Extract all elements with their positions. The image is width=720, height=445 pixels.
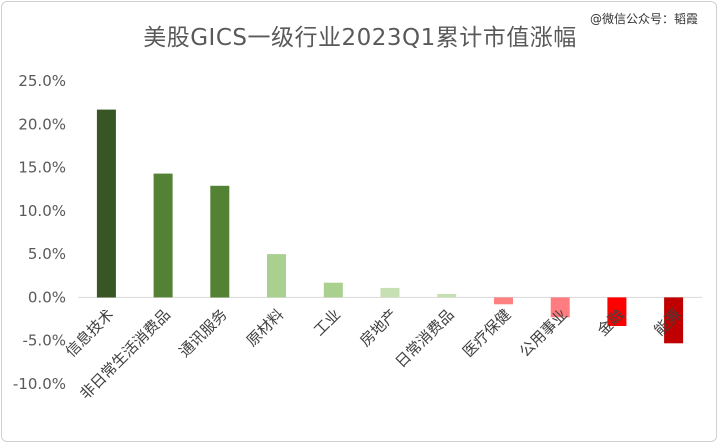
category-label: 公用事业	[516, 306, 571, 361]
bar-3	[210, 185, 230, 298]
category-label: 医疗保健	[459, 306, 514, 361]
y-tick-label: 5.0%	[28, 245, 66, 263]
category-label: 信息技术	[62, 306, 117, 361]
bar-7	[437, 294, 457, 298]
y-axis-ticks: 25.0% 20.0% 15.0% 10.0% 5.0% 0.0% -5.0% -10.0%	[13, 72, 66, 393]
bar-10	[607, 297, 627, 326]
y-tick-label: -5.0%	[22, 332, 66, 350]
category-label: 工业	[310, 306, 344, 340]
category-label: 房地产	[356, 306, 401, 351]
chart-title: 美股GICS一级行业2023Q1累计市值涨幅	[143, 25, 577, 51]
watermark-text: @微信公众号：韬霞	[590, 12, 699, 26]
bar-11	[664, 297, 684, 344]
y-tick-label: 0.0%	[28, 288, 66, 306]
category-labels: 信息技术非日常生活消费品 通讯服务 原材料 工业 房地产日常消费品 医疗保健 公用事业 金融能…	[62, 306, 684, 404]
category-label: 通讯服务	[175, 306, 230, 361]
y-tick-label: 15.0%	[18, 159, 66, 177]
category-label: 原材料	[243, 306, 288, 351]
bar-8	[494, 297, 513, 305]
bar-1	[96, 109, 116, 298]
bar-4	[267, 254, 286, 298]
bar-9	[550, 297, 570, 318]
y-tick-label: 10.0%	[18, 202, 66, 220]
bar-5	[323, 282, 343, 298]
category-label: 日常消费品	[392, 306, 458, 372]
y-tick-label: -10.0%	[13, 375, 66, 393]
y-tick-label: 20.0%	[18, 115, 66, 133]
y-tick-label: 25.0%	[18, 72, 66, 90]
bars	[96, 109, 684, 344]
bar-2	[153, 173, 173, 298]
bar-6	[380, 287, 400, 298]
